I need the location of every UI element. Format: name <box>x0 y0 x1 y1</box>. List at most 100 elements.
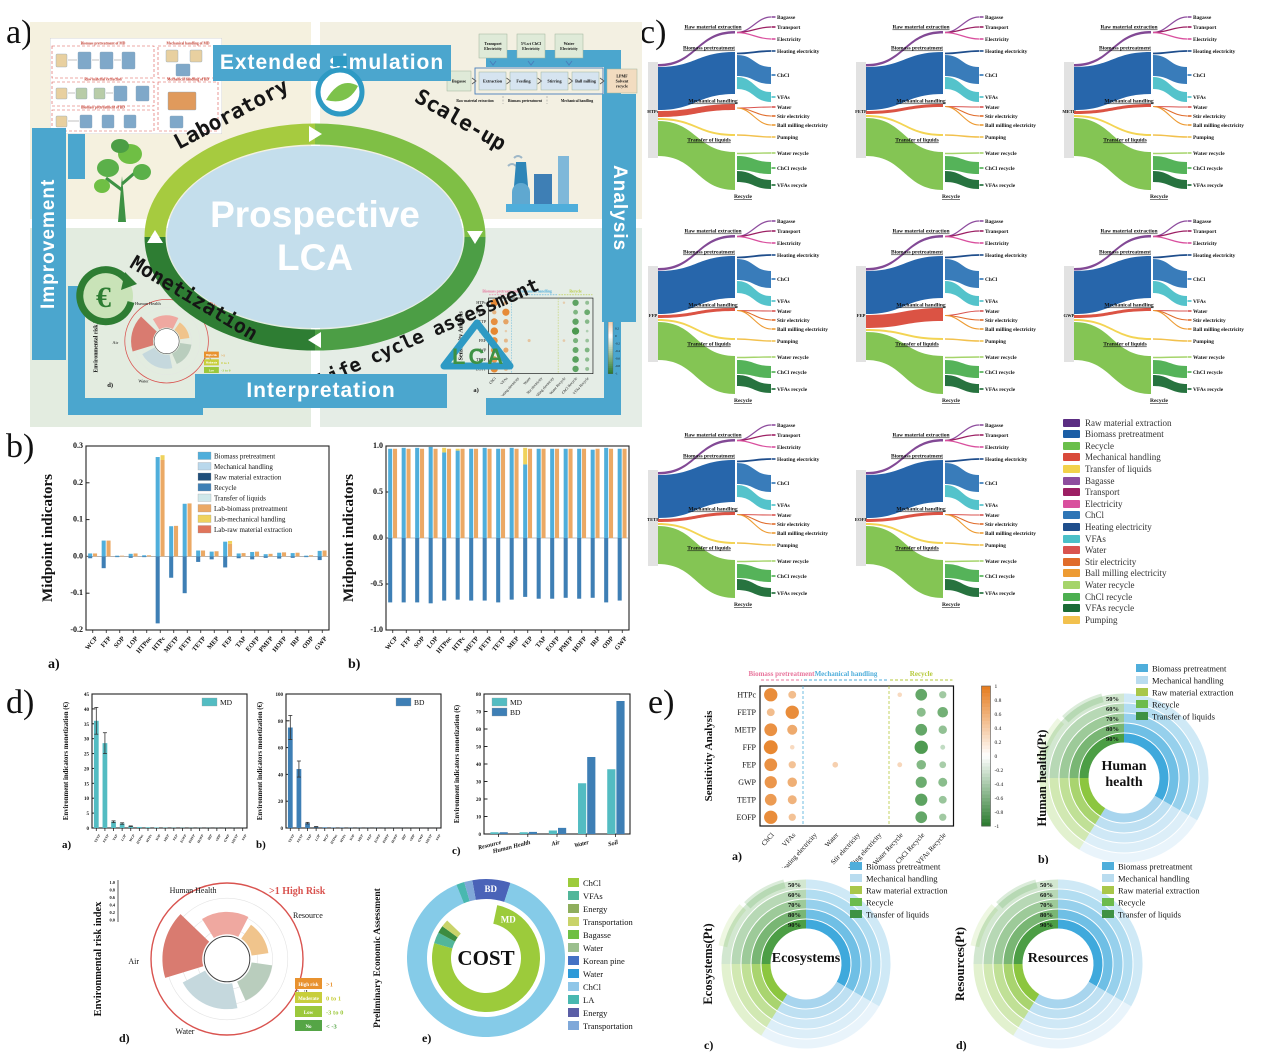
svg-text:50: 50 <box>476 746 482 751</box>
svg-text:VFAs: VFAs <box>985 299 998 305</box>
svg-text:Ball milling: Ball milling <box>575 79 597 84</box>
svg-text:ChCl: ChCl <box>985 481 998 487</box>
svg-text:0 to 1: 0 to 1 <box>326 996 341 1003</box>
svg-text:METP: METP <box>475 319 487 324</box>
svg-text:-0.8: -0.8 <box>995 810 1004 816</box>
svg-text:MEP: MEP <box>506 635 521 651</box>
svg-text:HTPc: HTPc <box>737 690 756 699</box>
svg-text:ODP: ODP <box>409 834 416 842</box>
svg-text:Raw material extraction: Raw material extraction <box>1152 688 1234 698</box>
svg-text:ODP: ODP <box>215 834 222 842</box>
svg-text:Moderate: Moderate <box>298 997 320 1002</box>
sankey-legend-item: Recycle <box>1063 441 1263 451</box>
svg-text:Water: Water <box>823 831 840 849</box>
svg-text:Bagasse: Bagasse <box>985 423 1004 429</box>
svg-text:Transfer of liquids: Transfer of liquids <box>687 342 731 348</box>
panel-a: Biomass pretreatment of MD Mechanical han… <box>30 22 642 427</box>
svg-text:d): d) <box>956 1038 967 1052</box>
svg-text:Biomass pretreatment: Biomass pretreatment <box>1099 46 1151 52</box>
svg-text:LOP: LOP <box>120 834 127 842</box>
sankey-GWP: GWP Raw material extraction Biomass pretre… <box>1064 219 1245 404</box>
prospective-lca-ellipse: Prospective LCA <box>167 146 463 328</box>
sankey-legend-item: ChCl recycle <box>1063 592 1263 602</box>
svg-text:Electricity: Electricity <box>777 37 801 43</box>
svg-text:VFAs: VFAs <box>985 503 998 509</box>
svg-text:Biomass pretreatment: Biomass pretreatment <box>214 453 275 461</box>
svg-text:40: 40 <box>278 773 284 778</box>
svg-text:GWP: GWP <box>417 834 425 843</box>
svg-text:Stir electricity: Stir electricity <box>985 114 1018 120</box>
svg-text:Ecosystems: Ecosystems <box>772 951 841 966</box>
svg-text:Transfer of liquids: Transfer of liquids <box>1152 712 1215 722</box>
svg-text:Water recycle: Water recycle <box>985 355 1017 361</box>
svg-text:-1.0: -1.0 <box>370 625 383 634</box>
svg-text:Stir electricity: Stir electricity <box>1193 114 1226 120</box>
svg-text:-1: -1 <box>995 824 1000 830</box>
svg-text:ChCl: ChCl <box>760 831 776 847</box>
svg-text:60%: 60% <box>1040 892 1053 899</box>
svg-text:Environment indicators monetiz: Environment indicators monetization (€) <box>257 702 264 820</box>
svg-text:Environmental risk index: Environmental risk index <box>93 310 99 373</box>
svg-text:Bagasse: Bagasse <box>777 423 796 429</box>
svg-text:90%: 90% <box>1106 736 1119 743</box>
svg-text:Mechanical handling: Mechanical handling <box>1104 99 1154 105</box>
svg-text:d): d) <box>107 382 113 389</box>
svg-text:ChCl recycle: ChCl recycle <box>777 370 807 376</box>
svg-text:Transportation: Transportation <box>583 1021 633 1031</box>
svg-text:Pumping: Pumping <box>1193 339 1214 345</box>
svg-text:HTPc: HTPc <box>476 300 486 305</box>
svg-text:LOP: LOP <box>314 834 321 842</box>
sankey-legend: Raw material extraction Biomass pretreatm… <box>1063 416 1263 626</box>
svg-text:Resource: Resource <box>293 911 323 920</box>
svg-text:Pumping: Pumping <box>985 543 1006 549</box>
panel-c-label: c) <box>640 14 667 51</box>
svg-text:WCP: WCP <box>84 635 99 651</box>
svg-text:-0.2: -0.2 <box>70 625 83 634</box>
svg-text:Pumping: Pumping <box>1193 135 1214 141</box>
svg-text:Ball milling electricity: Ball milling electricity <box>985 531 1036 537</box>
svg-text:Transfer of liquids: Transfer of liquids <box>1103 138 1147 144</box>
svg-text:Transport: Transport <box>777 229 800 235</box>
svg-text:Transportation: Transportation <box>583 917 633 927</box>
sankey-METP: METP Raw material extraction Biomass pretr… <box>1062 15 1244 200</box>
midpoint-indicators-chart-a: -0.2 -0.1 0.0 0.1 0.2 0.3 Midpoint indicators W… <box>40 441 330 672</box>
svg-text:Water recycle: Water recycle <box>985 151 1017 157</box>
svg-text:ChCl: ChCl <box>777 481 790 487</box>
svg-text:Ball milling electricity: Ball milling electricity <box>1193 327 1244 333</box>
svg-text:Raw material extraction: Raw material extraction <box>84 78 121 82</box>
svg-text:< -3: < -3 <box>326 1024 337 1031</box>
svg-text:Raw material extraction: Raw material extraction <box>684 433 741 439</box>
svg-text:Biomass pretreatment: Biomass pretreatment <box>891 46 943 52</box>
svg-text:30: 30 <box>84 738 90 743</box>
svg-text:Water recycle: Water recycle <box>1193 151 1225 157</box>
svg-text:-0.8: -0.8 <box>615 364 620 368</box>
svg-text:Raw material extraction: Raw material extraction <box>1100 25 1157 31</box>
svg-text:VFAs recycle: VFAs recycle <box>777 591 808 597</box>
sankey-legend-item: Stir electricity <box>1063 557 1263 567</box>
svg-text:0.2: 0.2 <box>110 910 116 915</box>
svg-text:Recycle: Recycle <box>734 398 753 404</box>
svg-text:ChCl: ChCl <box>777 73 790 79</box>
corner-bracket <box>68 286 203 415</box>
svg-text:HTPnc: HTPnc <box>435 635 453 655</box>
svg-text:b): b) <box>256 839 266 851</box>
svg-text:Transfer of liquids: Transfer of liquids <box>1118 910 1181 920</box>
svg-text:50%: 50% <box>1040 882 1053 889</box>
svg-text:Moderate: Moderate <box>206 362 218 365</box>
svg-text:Environment indicators monetiz: Environment indicators monetization (€) <box>63 702 70 820</box>
svg-text:Water: Water <box>985 105 1000 111</box>
svg-text:Mechanical handling: Mechanical handling <box>896 303 946 309</box>
svg-text:Extraction: Extraction <box>483 79 503 84</box>
svg-text:Stir electricity: Stir electricity <box>777 114 810 120</box>
lca-triangle-icon: LCA <box>440 319 514 370</box>
euro-glyph: € <box>96 281 111 314</box>
svg-text:e): e) <box>422 1031 431 1045</box>
svg-text:HTPnc: HTPnc <box>135 635 153 655</box>
svg-text:Bagasse: Bagasse <box>777 15 796 21</box>
svg-text:Raw material extraction: Raw material extraction <box>684 25 741 31</box>
svg-text:FEP: FEP <box>742 760 756 769</box>
sankey-legend-item: Transport <box>1063 487 1263 497</box>
svg-text:Recycle: Recycle <box>866 898 894 908</box>
svg-text:PMFP: PMFP <box>382 834 390 844</box>
